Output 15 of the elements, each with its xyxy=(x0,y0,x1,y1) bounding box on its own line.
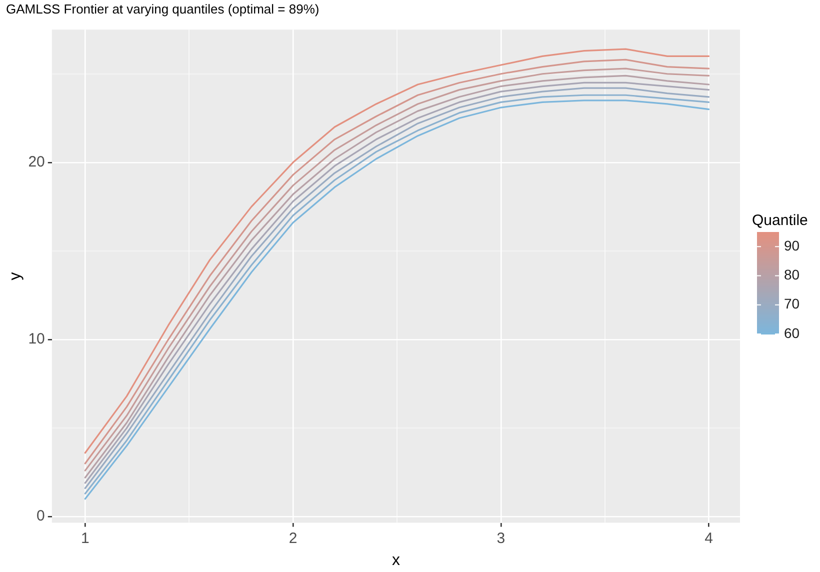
x-tick-label: 4 xyxy=(704,530,713,547)
color-bar-label: 60 xyxy=(784,324,800,341)
color-bar-label: 80 xyxy=(784,266,800,283)
color-bar-label: 90 xyxy=(784,237,800,254)
y-tick-label: 0 xyxy=(36,508,45,525)
chart-title: GAMLSS Frontier at varying quantiles (optimal = 89%) xyxy=(6,1,320,16)
y-tick-label: 10 xyxy=(28,330,45,348)
x-tick-label: 2 xyxy=(288,530,298,547)
x-axis-title: x xyxy=(392,552,400,569)
y-tick-label: 20 xyxy=(28,154,45,171)
color-bar-title: Quantile xyxy=(752,212,808,229)
x-tick-label: 3 xyxy=(496,530,506,547)
x-tick-label: 1 xyxy=(80,530,90,547)
y-axis-title: y xyxy=(7,272,24,280)
color-bar-label: 70 xyxy=(784,296,800,312)
